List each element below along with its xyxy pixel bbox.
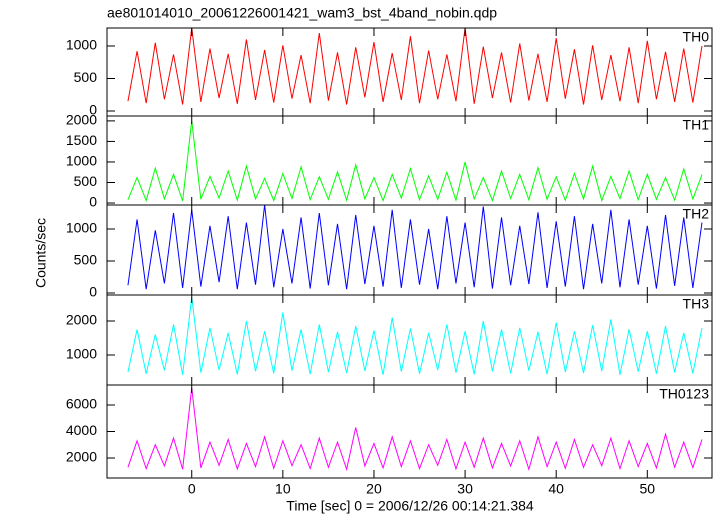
data-line: [127, 387, 703, 472]
y-tick-label: 0: [89, 102, 97, 118]
panel-frame: [106, 294, 713, 386]
y-tick-label: 1000: [66, 220, 97, 236]
y-tick-label: 500: [74, 69, 98, 85]
y-tick-label: 2000: [66, 112, 97, 128]
y-tick-label: 1000: [66, 346, 97, 362]
x-tick-label: 0: [188, 481, 196, 497]
panel-label: TH0123: [659, 386, 709, 402]
y-tick-label: 4000: [66, 422, 97, 438]
data-line: [127, 120, 703, 203]
y-tick-label: 0: [89, 284, 97, 300]
data-line: [127, 297, 703, 375]
x-tick-label: 30: [457, 481, 473, 497]
y-tick-label: 1500: [66, 132, 97, 148]
x-axis-label: Time [sec] 0 = 2006/12/26 00:14:21.384: [286, 498, 534, 514]
y-tick-label: 500: [74, 252, 98, 268]
panel-frame: [106, 115, 713, 206]
panel-label: TH2: [683, 206, 710, 222]
data-line: [127, 28, 703, 105]
x-tick-label: 40: [548, 481, 564, 497]
y-tick-label: 2000: [66, 312, 97, 328]
data-line: [127, 205, 703, 290]
panel-label: TH1: [683, 117, 710, 133]
panel-label: TH3: [683, 296, 710, 312]
y-axis-label: Counts/sec: [33, 218, 49, 288]
y-tick-label: 2000: [66, 449, 97, 465]
y-tick-label: 6000: [66, 396, 97, 412]
x-tick-label: 20: [366, 481, 382, 497]
y-tick-label: 1000: [66, 153, 97, 169]
y-tick-label: 1000: [66, 37, 97, 53]
panel-label: TH0: [683, 29, 710, 45]
x-tick-label: 50: [640, 481, 656, 497]
x-tick-label: 10: [275, 481, 291, 497]
y-tick-label: 0: [89, 194, 97, 210]
chart-title: ae801014010_20061226001421_wam3_bst_4ban…: [107, 5, 497, 21]
y-tick-label: 500: [74, 173, 98, 189]
